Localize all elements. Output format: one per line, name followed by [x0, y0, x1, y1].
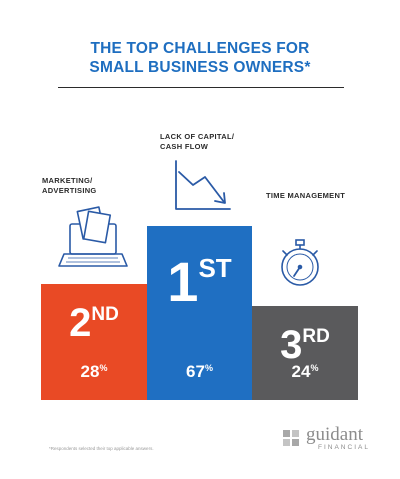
value-label-time: 24%	[292, 362, 319, 381]
page-title: THE TOP CHALLENGES FOR SMALL BUSINESS OW…	[0, 39, 400, 77]
rank-label-time: 3RD	[280, 323, 330, 367]
stopwatch-icon	[281, 239, 319, 286]
value-label-marketing: 28%	[81, 362, 108, 381]
title-divider	[58, 87, 344, 88]
logo-subtitle: FINANCIAL	[318, 444, 370, 451]
category-label-capital: LACK OF CAPITAL/ CASH FLOW	[160, 132, 235, 151]
guidant-logo-icon	[283, 430, 299, 446]
title-line-2: SMALL BUSINESS OWNERS*	[89, 59, 311, 76]
value-label-capital: 67%	[186, 362, 213, 381]
laptop-documents-icon	[58, 206, 128, 267]
rank-label-marketing: 2ND	[69, 301, 119, 345]
category-label-marketing: MARKETING/ ADVERTISING	[42, 176, 97, 195]
bar-capital	[147, 226, 252, 400]
rank-label-capital: 1ST	[167, 250, 231, 313]
bar-time	[252, 306, 358, 400]
title-line-1: THE TOP CHALLENGES FOR	[90, 40, 310, 57]
declining-graph-icon	[175, 160, 231, 210]
logo-wordmark: guidant	[306, 424, 363, 445]
footnote: *Respondents selected their top applicab…	[49, 446, 154, 451]
category-label-time: TIME MANAGEMENT	[266, 191, 346, 200]
bar-marketing	[41, 284, 147, 400]
